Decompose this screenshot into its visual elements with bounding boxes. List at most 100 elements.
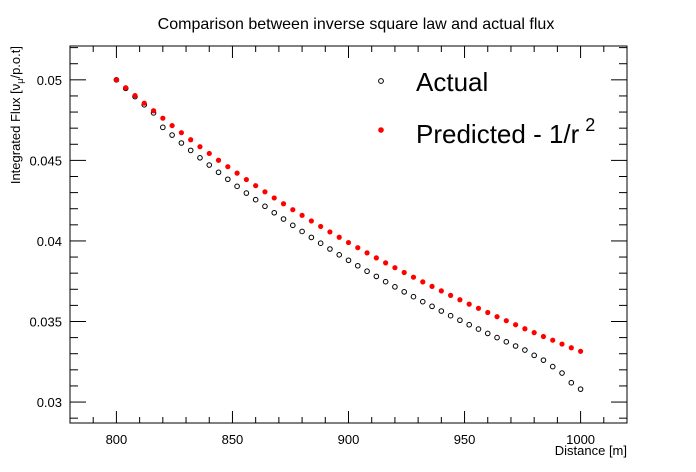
predicted-data-point bbox=[373, 255, 379, 261]
actual-data-point bbox=[271, 209, 278, 216]
actual-data-point bbox=[419, 298, 426, 305]
predicted-data-point bbox=[318, 223, 324, 230]
y-tick-label: 0.045 bbox=[29, 153, 62, 168]
predicted-data-point bbox=[132, 93, 138, 99]
actual-data-point bbox=[354, 262, 361, 269]
predicted-data-point bbox=[494, 314, 500, 320]
actual-data-point bbox=[290, 222, 296, 229]
actual-data-point bbox=[457, 317, 463, 324]
data-points bbox=[113, 77, 584, 392]
predicted-data-point bbox=[308, 218, 314, 224]
y-tick-label: 0.035 bbox=[29, 315, 62, 330]
predicted-data-point bbox=[364, 250, 370, 256]
predicted-data-point bbox=[271, 195, 277, 201]
actual-data-point bbox=[336, 252, 343, 258]
predicted-data-point bbox=[243, 176, 249, 183]
actual-data-point bbox=[522, 347, 528, 353]
legend-marker-actual bbox=[378, 78, 384, 84]
predicted-data-point bbox=[448, 292, 454, 298]
predicted-data-point bbox=[392, 265, 398, 271]
actual-data-point bbox=[262, 203, 268, 210]
predicted-data-point bbox=[336, 234, 342, 240]
actual-data-point bbox=[308, 234, 315, 241]
y-tick-label: 0.03 bbox=[37, 395, 62, 410]
actual-data-point bbox=[549, 363, 556, 370]
actual-data-point bbox=[160, 124, 166, 131]
actual-data-point bbox=[484, 330, 491, 337]
actual-data-point bbox=[559, 370, 565, 376]
legend-marker-predicted bbox=[378, 127, 384, 133]
actual-data-point bbox=[364, 268, 370, 275]
axis-tick-labels: 800 850 900 950 1000 0.03 0.035 0.04 0.045 0.05 bbox=[29, 73, 595, 447]
predicted-data-point bbox=[188, 137, 194, 143]
actual-data-point bbox=[494, 334, 500, 341]
actual-data-point bbox=[345, 257, 352, 264]
x-axis-label: Distance [m] bbox=[555, 443, 627, 458]
y-axis-label-main: Integrated Flux [ν bbox=[8, 84, 23, 184]
predicted-data-point bbox=[466, 301, 472, 307]
predicted-data-point bbox=[197, 144, 203, 150]
actual-data-point bbox=[243, 190, 250, 196]
actual-data-point bbox=[475, 326, 482, 332]
chart-title: Comparison between inverse square law an… bbox=[158, 16, 555, 33]
predicted-data-point bbox=[253, 183, 259, 189]
actual-data-point bbox=[531, 352, 537, 359]
legend: Actual Predicted - 1/r 2 bbox=[378, 67, 595, 149]
predicted-data-point bbox=[215, 157, 222, 163]
actual-data-point bbox=[540, 357, 547, 363]
legend-label-predicted-sup: 2 bbox=[585, 115, 595, 135]
actual-data-point bbox=[252, 196, 259, 203]
actual-data-point bbox=[512, 343, 519, 349]
actual-data-point bbox=[429, 303, 435, 310]
actual-data-point bbox=[206, 162, 213, 168]
actual-data-point bbox=[401, 289, 408, 295]
predicted-data-point bbox=[475, 305, 482, 311]
actual-data-point bbox=[410, 293, 417, 300]
predicted-data-point bbox=[540, 333, 547, 340]
actual-data-point bbox=[466, 321, 472, 328]
actual-data-point bbox=[317, 240, 324, 246]
legend-label-predicted: Predicted - 1/r 2 bbox=[416, 115, 595, 149]
predicted-data-point bbox=[262, 189, 268, 195]
actual-data-point bbox=[373, 273, 380, 280]
actual-data-point bbox=[225, 176, 231, 183]
predicted-data-point bbox=[225, 164, 231, 170]
predicted-data-point bbox=[429, 283, 435, 289]
y-tick-label: 0.04 bbox=[37, 234, 62, 249]
actual-data-point bbox=[577, 386, 584, 392]
legend-label-actual: Actual bbox=[416, 67, 488, 97]
predicted-data-point bbox=[169, 122, 175, 129]
actual-data-point bbox=[197, 155, 203, 161]
predicted-data-point bbox=[150, 108, 157, 114]
axis-ticks bbox=[69, 46, 628, 423]
y-axis-label-sub: μ bbox=[15, 79, 25, 84]
predicted-data-point bbox=[577, 348, 584, 354]
predicted-data-point bbox=[280, 201, 287, 207]
predicted-data-point bbox=[160, 115, 166, 121]
actual-data-point bbox=[503, 339, 510, 345]
actual-data-point bbox=[280, 216, 287, 222]
x-tick-label: 850 bbox=[222, 432, 244, 447]
predicted-data-point bbox=[531, 330, 537, 336]
actual-data-point bbox=[447, 312, 454, 319]
y-tick-label: 0.05 bbox=[37, 73, 62, 88]
predicted-data-point bbox=[522, 326, 528, 332]
predicted-data-point bbox=[345, 239, 352, 246]
plot-frame bbox=[69, 45, 628, 424]
actual-data-point bbox=[392, 284, 398, 290]
actual-data-point bbox=[327, 246, 333, 252]
actual-data-point bbox=[299, 228, 305, 235]
predicted-data-point bbox=[234, 170, 240, 176]
predicted-data-point bbox=[383, 260, 389, 266]
y-axis-label-tail: /p.o.t] bbox=[8, 46, 23, 79]
predicted-data-point bbox=[410, 274, 417, 280]
predicted-data-point bbox=[485, 309, 491, 316]
predicted-data-point bbox=[550, 337, 556, 343]
predicted-data-point bbox=[559, 341, 565, 347]
predicted-data-point bbox=[503, 318, 509, 324]
actual-data-point bbox=[382, 278, 389, 285]
legend-label-predicted-main: Predicted - 1/r bbox=[416, 119, 580, 149]
predicted-data-point bbox=[420, 279, 426, 285]
predicted-data-point bbox=[513, 322, 519, 328]
